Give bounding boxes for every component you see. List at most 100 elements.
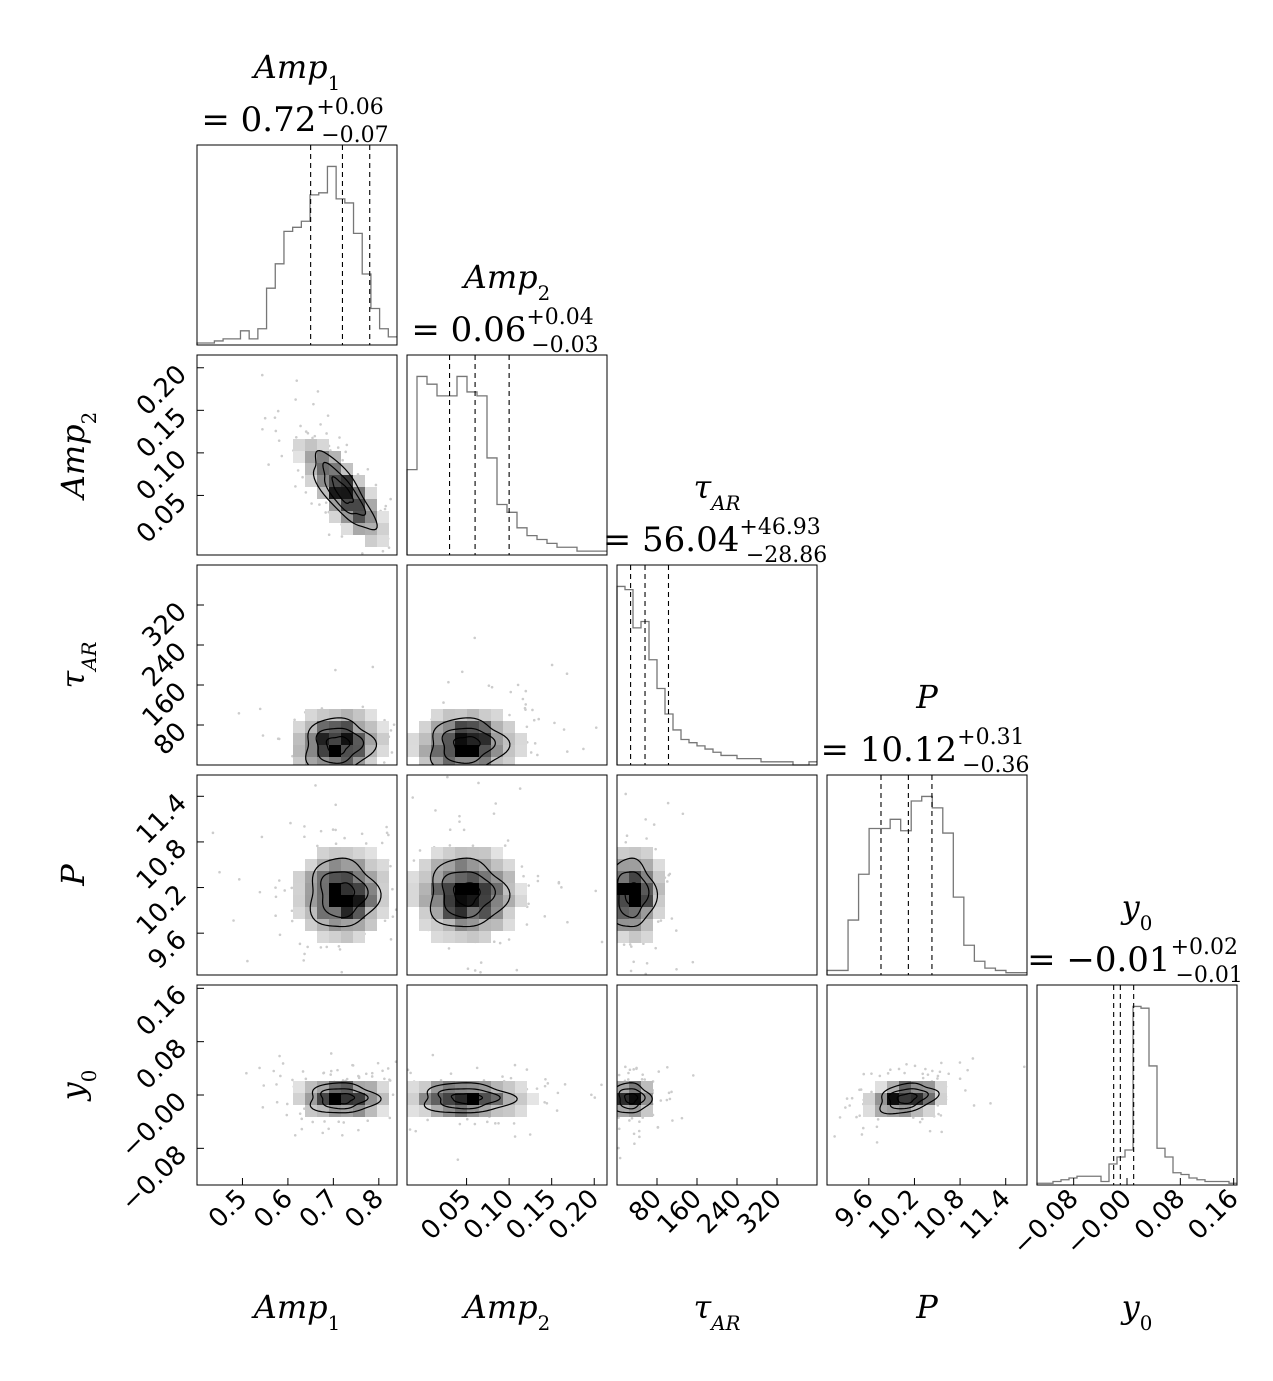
- sample-point: [582, 747, 585, 751]
- sample-point: [358, 787, 361, 790]
- density-cell: [641, 871, 653, 883]
- panel-title-value: = 0.06+0.04 −0.03: [411, 305, 598, 358]
- sample-point: [391, 1093, 395, 1097]
- sample-point: [553, 721, 556, 725]
- sample-point: [602, 1099, 605, 1102]
- sample-point: [297, 786, 300, 789]
- sample-point: [344, 450, 347, 454]
- sample-point: [931, 1069, 934, 1073]
- sample-point: [611, 906, 614, 909]
- x-axis-label: τAR: [694, 1288, 741, 1335]
- y-tick-label: 320: [137, 597, 193, 653]
- sample-point: [338, 436, 341, 439]
- sample-point: [383, 718, 386, 722]
- density-cell: [443, 883, 455, 895]
- density-cell: [377, 535, 389, 547]
- sample-point: [261, 427, 264, 431]
- sample-point: [594, 889, 598, 893]
- sample-point: [937, 1112, 940, 1116]
- sample-point: [409, 707, 412, 710]
- sample-point: [531, 708, 534, 712]
- density-cell: [329, 721, 341, 733]
- sample-point: [400, 729, 403, 732]
- panel-frame: [616, 774, 818, 976]
- contour-level-1: [450, 1092, 484, 1105]
- sample-point: [260, 373, 264, 377]
- sample-point: [458, 1122, 462, 1126]
- density-cell: [353, 511, 365, 523]
- panel-frame: [196, 774, 398, 976]
- sample-point: [258, 707, 262, 711]
- sample-point: [360, 832, 364, 836]
- sample-point: [366, 467, 370, 471]
- sample-point: [528, 1133, 532, 1136]
- sample-point: [389, 497, 392, 501]
- sample-point: [389, 938, 393, 941]
- density-cell: [923, 1081, 935, 1093]
- sample-point: [529, 776, 532, 779]
- density-cell: [305, 859, 317, 871]
- density-cell: [329, 907, 341, 919]
- sample-point: [292, 822, 295, 825]
- sample-point: [618, 1156, 622, 1160]
- panel-title-value: = 56.04+46.93 −28.86: [603, 515, 827, 568]
- sample-point: [402, 692, 405, 695]
- sample-point: [306, 431, 310, 435]
- sample-point: [277, 737, 281, 741]
- contour-level-1: [452, 735, 481, 756]
- density-cell: [431, 1081, 443, 1093]
- density-cell: [491, 847, 503, 859]
- sample-point: [897, 1067, 901, 1071]
- density-cell: [455, 733, 467, 745]
- sample-point: [924, 1067, 927, 1071]
- sample-point: [613, 1105, 616, 1108]
- sample-point: [666, 1065, 669, 1069]
- density-panel-2-5: [406, 984, 608, 1186]
- density-cell: [653, 871, 665, 883]
- density-cell: [629, 1093, 641, 1105]
- density-cell: [479, 721, 491, 733]
- density-cell: [317, 931, 329, 943]
- sample-point: [597, 1057, 600, 1060]
- sample-point: [513, 1063, 517, 1067]
- sample-point: [657, 1070, 661, 1073]
- density-cell: [479, 847, 491, 859]
- sample-point: [376, 803, 379, 806]
- density-cell: [419, 907, 431, 919]
- density-cell: [653, 907, 665, 919]
- density-cell: [353, 745, 365, 757]
- sample-point: [562, 728, 566, 731]
- sample-point: [543, 1084, 547, 1088]
- sample-point: [627, 1071, 630, 1075]
- density-cell: [629, 931, 641, 943]
- sample-point: [905, 1062, 908, 1066]
- density-cell: [419, 859, 431, 871]
- sample-point: [610, 870, 613, 873]
- density-cell: [515, 1105, 527, 1117]
- sample-point: [587, 879, 590, 882]
- density-cell: [317, 733, 329, 745]
- sample-point: [640, 1078, 644, 1081]
- sample-point: [512, 1122, 516, 1125]
- sample-point: [560, 886, 563, 889]
- sample-point: [295, 379, 299, 382]
- sample-point: [411, 796, 415, 799]
- sample-point: [336, 446, 340, 449]
- density-cell: [443, 907, 455, 919]
- density-cell: [479, 931, 491, 943]
- sample-point: [298, 1112, 302, 1115]
- sample-point: [261, 734, 265, 737]
- sample-point: [329, 558, 332, 561]
- sample-point: [291, 1078, 294, 1082]
- sample-point: [527, 797, 530, 800]
- sample-point: [599, 1098, 602, 1101]
- sample-point: [833, 1135, 836, 1138]
- sample-point: [964, 1089, 967, 1092]
- density-cell: [479, 883, 491, 895]
- density-cell: [503, 733, 515, 745]
- panel-title-param: Amp2: [461, 258, 551, 305]
- sample-point: [334, 668, 337, 672]
- sample-point: [521, 697, 525, 701]
- x-tick-label: 0.5: [203, 1184, 253, 1234]
- sample-point: [293, 1133, 297, 1137]
